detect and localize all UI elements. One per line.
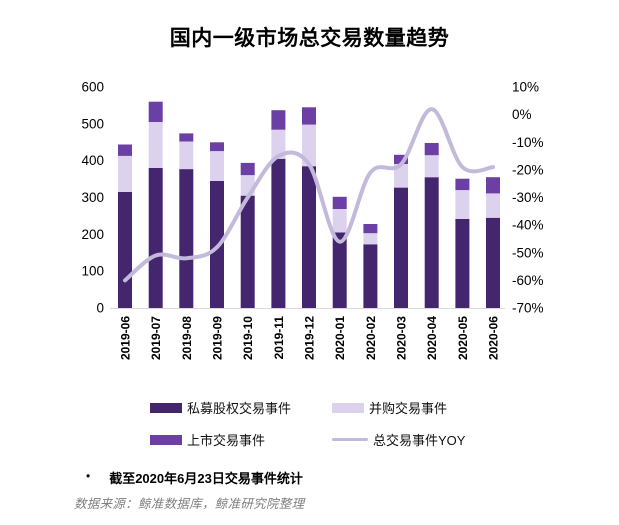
bar-segment: [271, 158, 286, 308]
right-axis-tick: -10%: [512, 135, 544, 150]
legend-item-ma: 并购交易事件: [332, 398, 490, 417]
bar-segment: [210, 142, 224, 152]
x-axis-label: 2019-10: [241, 316, 255, 360]
legend-label-pe: 私募股权交易事件: [187, 401, 292, 416]
right-axis-tick: -40%: [512, 218, 544, 233]
right-axis-tick: -20%: [512, 162, 544, 177]
data-source-text: 数据来源：鲸准数据库，鲸准研究院整理: [74, 497, 305, 511]
footnote-text: 截至2020年6月23日交易事件统计: [109, 471, 303, 486]
left-axis-tick: 0: [96, 301, 104, 316]
x-axis-label: 2020-04: [425, 316, 439, 360]
bar-segment: [363, 233, 378, 245]
legend-item-yoy: 总交易事件YOY: [332, 430, 490, 449]
right-axis-tick: 10%: [512, 80, 539, 95]
bar-segment: [486, 217, 500, 308]
bar-segment: [240, 195, 255, 308]
left-axis-tick: 300: [81, 190, 104, 205]
left-axis-tick: 100: [81, 264, 104, 279]
bar-segment: [271, 110, 286, 130]
x-axis-label: 2019-11: [272, 316, 286, 360]
bar-segment: [148, 168, 163, 308]
left-axis-tick: 400: [81, 153, 104, 168]
legend-label-ma: 并购交易事件: [369, 401, 448, 416]
combo-chart: 600 500 400 300 200 100 0 10% 0% -10% -20% -30% -40%…: [81, 80, 544, 361]
bar-segment: [302, 166, 316, 308]
bar-segment: [271, 129, 286, 159]
ipo-swatch-icon: [150, 434, 182, 445]
bar-segment: [118, 144, 132, 156]
chart-legend: 私募股权交易事件 并购交易事件 上市交易事件 总交易事件YOY: [150, 398, 490, 449]
bar-segment: [332, 232, 347, 308]
ma-swatch-icon: [332, 402, 364, 413]
legend-item-pe: 私募股权交易事件: [150, 398, 332, 417]
x-axis-label: 2020-05: [456, 316, 470, 360]
legend-label-yoy: 总交易事件YOY: [373, 433, 466, 448]
bar-segment: [332, 208, 347, 233]
yoy-line: [123, 107, 496, 283]
legend-label-ipo: 上市交易事件: [187, 433, 266, 448]
x-axis-label: 2019-06: [119, 316, 133, 360]
bar-segment: [179, 169, 194, 308]
chart-footnote: • 截至2020年6月23日交易事件统计: [86, 468, 303, 487]
bar-segment: [148, 122, 163, 168]
bar-segment: [148, 101, 163, 122]
bar-segment: [394, 164, 408, 188]
bar-segment: [394, 187, 408, 308]
right-axis-tick: -60%: [512, 273, 544, 288]
left-axis-tick: 500: [81, 116, 104, 131]
x-axis-label: 2020-03: [395, 316, 409, 360]
bar-segment: [486, 177, 500, 194]
bar-segment: [455, 178, 470, 191]
chart-title: 国内一级市场总交易数量趋势: [169, 27, 450, 50]
legend-item-ipo: 上市交易事件: [150, 430, 332, 449]
bar-segment: [424, 155, 439, 178]
bar-segment: [179, 133, 194, 142]
bar-segment: [486, 193, 500, 218]
yoy-line-swatch-icon: [332, 437, 368, 442]
bar-segment: [118, 155, 132, 192]
right-axis-tick: -30%: [512, 190, 544, 205]
bar-segment: [332, 196, 347, 209]
x-axis-label: 2020-02: [364, 316, 378, 360]
bar-segment: [424, 143, 439, 156]
bar-segment: [363, 224, 378, 234]
pe-swatch-icon: [150, 402, 182, 413]
left-axis-tick: 600: [81, 80, 104, 95]
bar-segment: [455, 218, 470, 308]
bar-segment: [240, 162, 255, 176]
bullet-icon: •: [86, 469, 91, 483]
x-axis-label: 2019-08: [180, 316, 194, 360]
bar-segment: [455, 190, 470, 219]
bar-segment: [302, 107, 316, 125]
left-axis-tick: 200: [81, 227, 104, 242]
right-axis-tick: -70%: [512, 301, 544, 316]
bar-segment: [210, 151, 224, 181]
x-axis-label: 2019-12: [303, 316, 317, 360]
right-axis-tick: 0%: [512, 107, 532, 122]
right-axis-tick: -50%: [512, 245, 544, 260]
bar-segment: [424, 177, 439, 308]
bar-segment: [179, 141, 194, 170]
bar-segment: [302, 124, 316, 167]
x-axis-label: 2020-06: [487, 316, 501, 360]
x-axis-label: 2019-09: [211, 316, 225, 360]
x-axis-label: 2019-07: [149, 316, 163, 360]
x-axis-label: 2020-01: [333, 316, 347, 360]
bar-segment: [118, 192, 132, 308]
bar-segment: [394, 154, 408, 164]
bar-segment: [363, 244, 378, 308]
